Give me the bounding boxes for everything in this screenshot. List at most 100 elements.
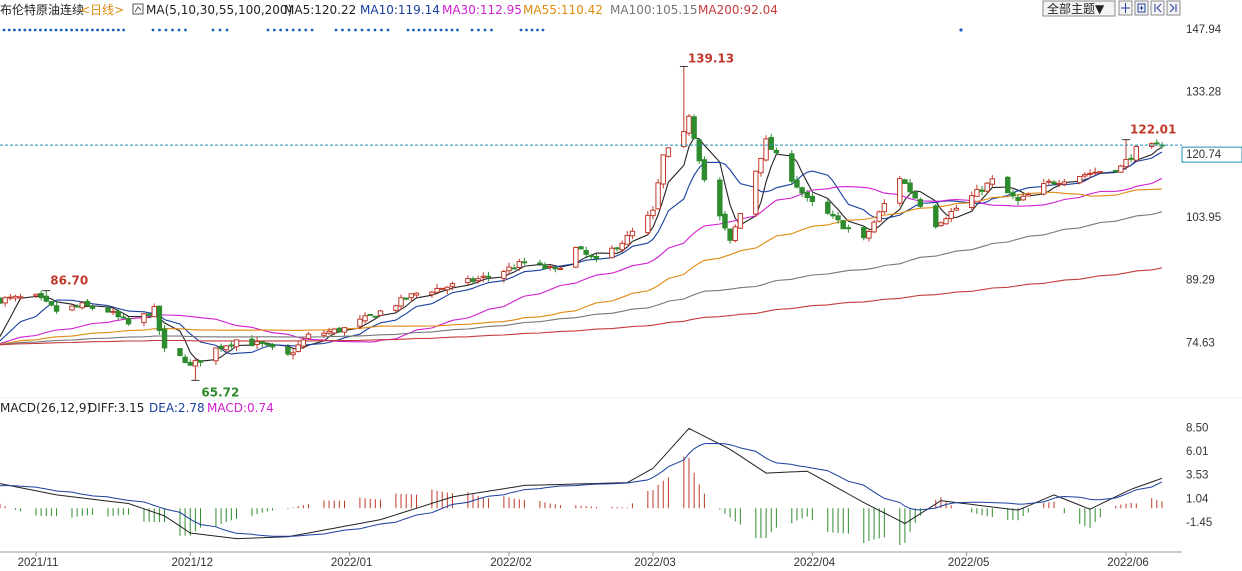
candle-body <box>17 296 24 299</box>
candle-body <box>660 154 666 185</box>
event-dot <box>266 28 270 32</box>
event-dot <box>530 28 534 32</box>
candle-body <box>408 293 415 299</box>
date-tick-label: 2022/06 <box>1107 557 1149 569</box>
candle-body <box>105 307 111 313</box>
candle-body <box>300 339 307 347</box>
macd-diff-value: DIFF:3.15 <box>88 401 144 415</box>
macd-tick-label: -1.45 <box>1186 517 1212 529</box>
candle-body <box>439 287 445 290</box>
candle-body <box>907 182 913 193</box>
ma-indicator-icon[interactable] <box>132 3 144 15</box>
macd-lines <box>0 427 1163 540</box>
candle-body <box>223 345 229 351</box>
candle-body <box>763 138 769 161</box>
theme-selector-button[interactable]: 全部主题▼ <box>1042 0 1116 17</box>
candle-body <box>1113 169 1119 172</box>
price-axis: 147.94 133.28 103.95 89.29 74.63 <box>1186 24 1222 349</box>
price-tick-label: 89.29 <box>1186 275 1215 287</box>
candle-body <box>341 327 348 333</box>
candle-body <box>897 178 903 204</box>
event-dot <box>519 28 523 32</box>
event-dot <box>367 28 370 32</box>
candle-body <box>0 297 3 304</box>
candle-body <box>357 318 363 327</box>
ma55-line <box>0 188 1163 345</box>
candle-body <box>717 179 723 217</box>
event-dot <box>18 28 21 32</box>
candle-body <box>943 218 949 225</box>
period-label[interactable]: <日线> <box>80 3 124 17</box>
candle-body <box>537 262 543 265</box>
candle-body <box>53 305 60 312</box>
candle-body <box>331 328 337 334</box>
candle-body <box>727 228 733 241</box>
candle-body <box>861 227 867 239</box>
candle-body <box>84 300 91 307</box>
event-dot <box>272 28 276 32</box>
event-dot <box>341 28 344 32</box>
candle-body <box>794 179 800 188</box>
candle-body <box>871 221 877 233</box>
candle-body <box>511 267 517 270</box>
candle-body <box>1061 181 1068 185</box>
date-tick-label: 2022/01 <box>331 557 373 569</box>
event-markers[interactable] <box>2 28 963 32</box>
candle-body <box>974 188 980 197</box>
date-tick-label: 2022/02 <box>490 557 532 569</box>
event-dot <box>477 28 480 32</box>
candle-body <box>686 115 692 134</box>
candle-body <box>578 246 584 250</box>
candle-body <box>197 360 204 363</box>
candle-body <box>79 302 85 309</box>
macd-histogram <box>0 456 1163 546</box>
macd-diff-line <box>0 427 1163 540</box>
candle-body <box>120 316 127 319</box>
event-dot <box>445 28 448 32</box>
event-dot <box>101 28 105 32</box>
ma30-value: MA30:112.95 <box>442 3 522 17</box>
event-dot <box>536 28 539 32</box>
price-tick-label: 147.94 <box>1186 24 1222 36</box>
date-tick-label: 2022/03 <box>634 557 676 569</box>
candle-body <box>295 344 301 353</box>
candle-body <box>470 278 476 282</box>
candle-body <box>619 242 625 251</box>
macd-tick-label: 3.53 <box>1186 470 1208 482</box>
event-dot <box>122 28 125 32</box>
candle-body <box>933 205 939 228</box>
candle-body <box>835 215 841 221</box>
candle-body <box>825 201 831 214</box>
candle-body <box>665 147 672 157</box>
candle-body <box>403 297 409 300</box>
macd-tick-label: 8.50 <box>1186 423 1208 435</box>
event-dot <box>164 28 168 32</box>
event-dot <box>334 28 338 32</box>
candle-body <box>1051 181 1057 185</box>
high-annotation: 139.13 <box>688 51 734 65</box>
candle-body <box>377 310 384 316</box>
candle-body <box>809 195 816 202</box>
zoom-in-icon[interactable] <box>1134 0 1149 16</box>
event-dot <box>354 28 357 32</box>
candle-body <box>732 226 738 242</box>
candle-body <box>218 345 224 350</box>
candle-body <box>1077 175 1083 184</box>
event-dot <box>412 28 415 32</box>
event-dot <box>54 28 58 32</box>
event-dot <box>218 28 222 32</box>
move-right-icon[interactable] <box>1166 0 1181 16</box>
candle-body <box>182 356 188 363</box>
move-left-icon[interactable] <box>1150 0 1165 16</box>
instrument-name: 布伦特原油连续 <box>0 2 84 17</box>
crosshair-icon[interactable] <box>1118 0 1133 16</box>
candle-body <box>701 159 708 181</box>
candle-body <box>449 283 456 287</box>
candle-body <box>629 230 636 237</box>
candle-body <box>737 213 744 229</box>
candle-body <box>321 332 327 336</box>
date-tick-label: 2022/04 <box>794 557 836 569</box>
theme-selector-label: 全部主题▼ <box>1047 1 1105 16</box>
candle-body <box>465 278 471 284</box>
date-axis: 2021/11 2021/12 2022/01 2022/02 2022/03 2022/… <box>18 552 1149 569</box>
